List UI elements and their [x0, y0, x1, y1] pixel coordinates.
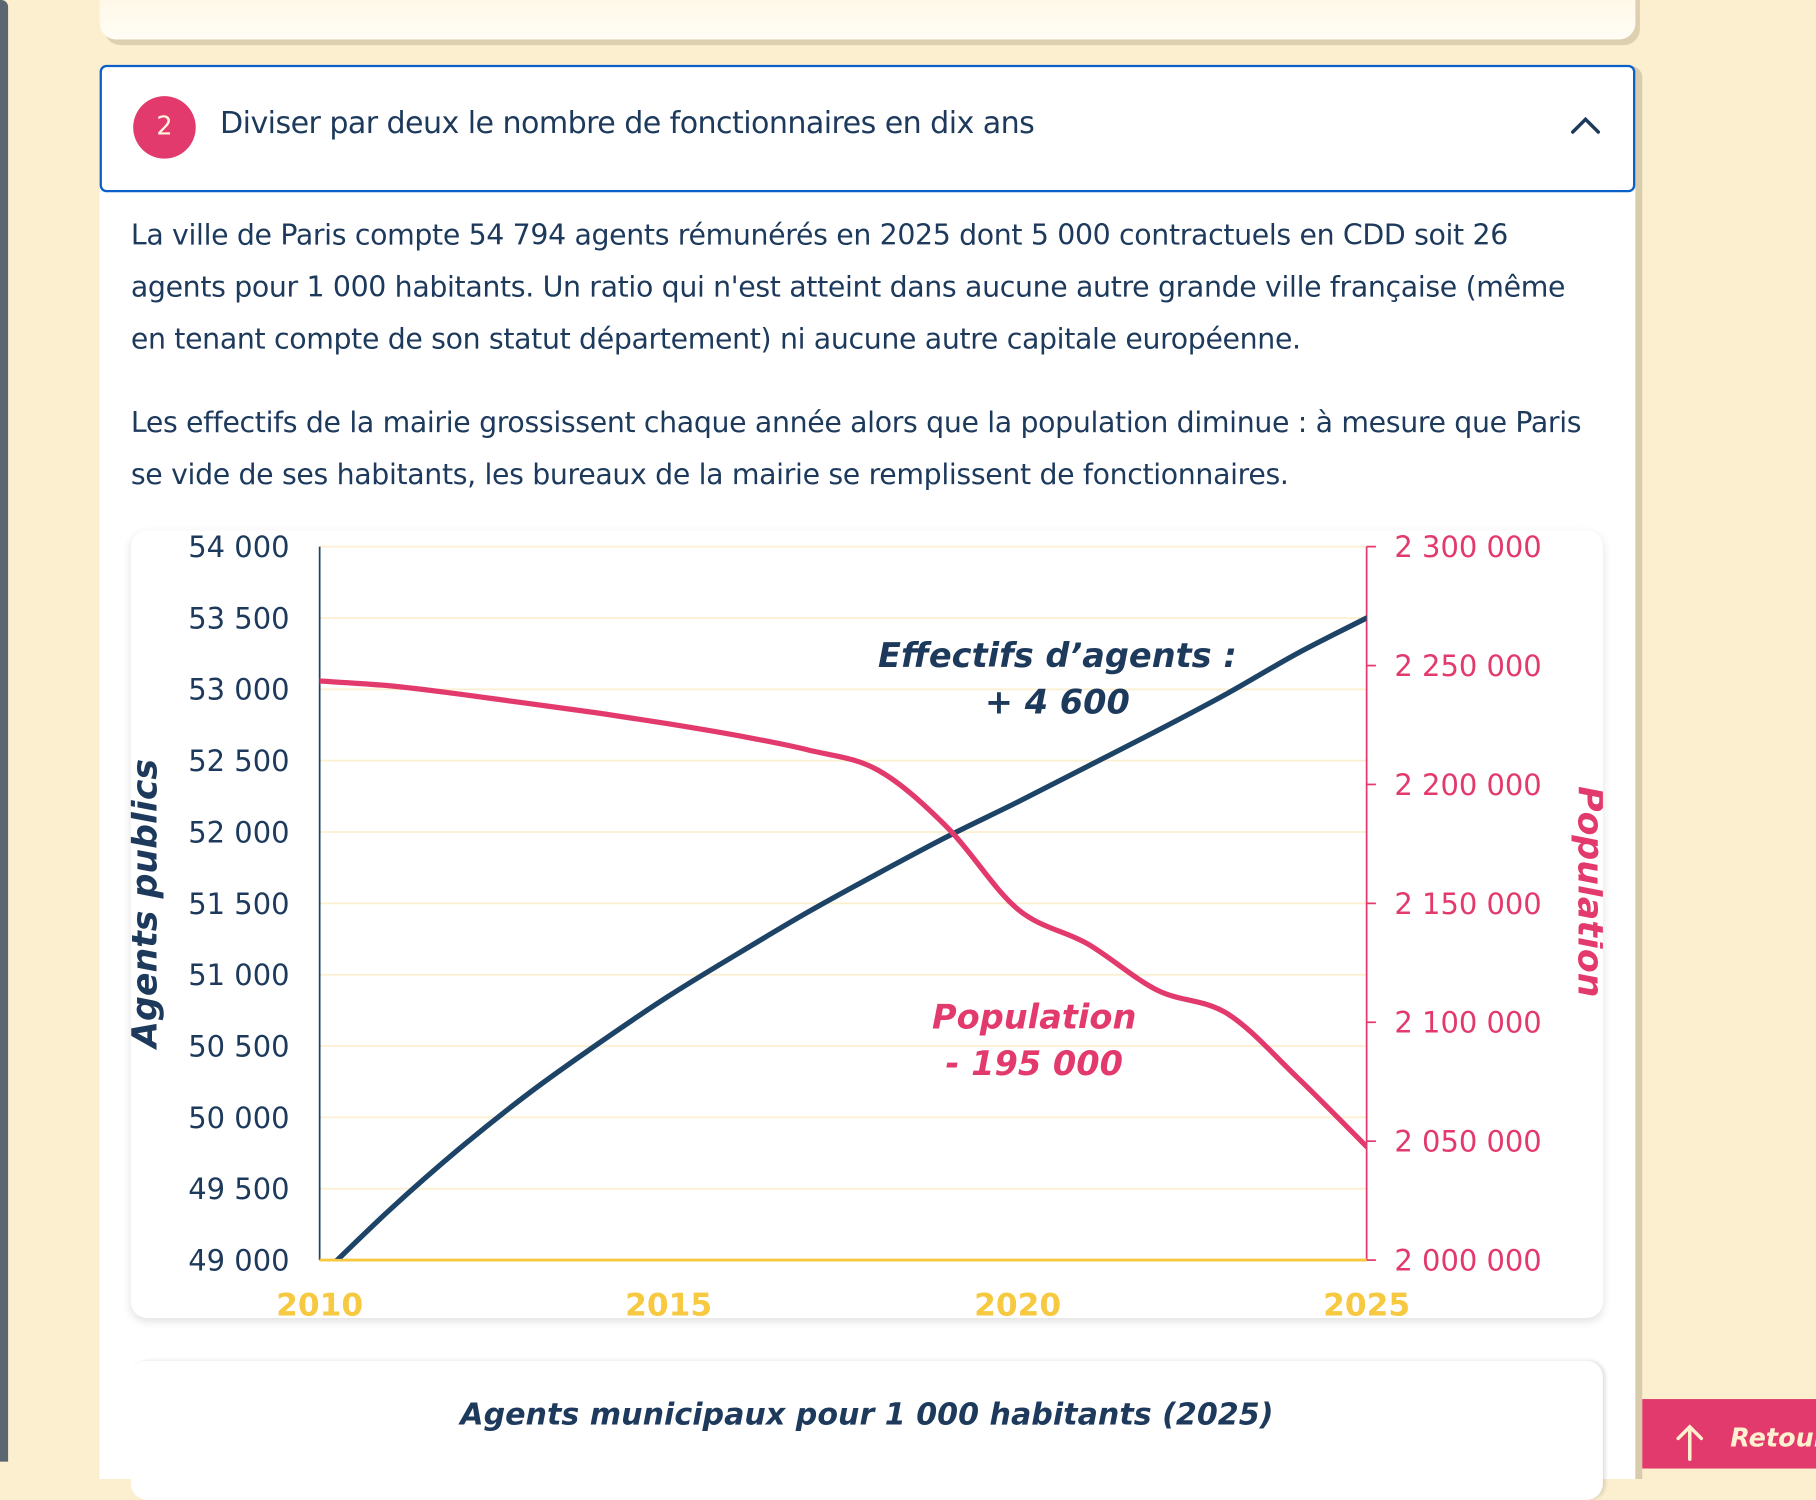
x-tick-label: 2020	[974, 1288, 1061, 1318]
annotation-agents: Effectifs d’agents :	[878, 636, 1237, 675]
x-tick-label: 2015	[625, 1288, 712, 1318]
y-tick-label: 50 500	[188, 1029, 289, 1063]
y2-tick-label: 2 300 000	[1394, 530, 1541, 564]
back-to-top-button[interactable]: Retour	[1642, 1399, 1816, 1469]
y2-tick-label: 2 050 000	[1394, 1125, 1541, 1159]
chart-card: 49 000 49 500 50 000 50 500 51 000 51 500 52 0…	[130, 530, 1603, 1318]
accordion-title: Diviser par deux le nombre de fonctionna…	[220, 106, 1035, 142]
y-tick-label: 54 000	[188, 530, 289, 564]
back-to-top-label: Retour	[1730, 1424, 1816, 1454]
y-tick-label: 50 000	[188, 1101, 289, 1135]
y-tick-label: 51 000	[188, 958, 289, 992]
x-tick-label: 2025	[1323, 1288, 1410, 1318]
chevron-up-icon[interactable]	[1570, 111, 1600, 141]
x-tick-label: 2010	[276, 1288, 363, 1318]
line-chart: 49 000 49 500 50 000 50 500 51 000 51 500 52 0…	[131, 530, 1603, 1318]
paragraph-1: La ville de Paris compte 54 794 agents r…	[130, 217, 1566, 356]
y2-tick-label: 2 250 000	[1394, 649, 1541, 683]
accordion-header[interactable]: 2 Diviser par deux le nombre de fonction…	[99, 64, 1636, 193]
accordion-number-badge: 2	[133, 96, 196, 159]
arrow-up-icon	[1676, 1424, 1704, 1462]
annotation-population-value: - 195 000	[945, 1044, 1122, 1083]
left-edge	[0, 0, 9, 1462]
y-axis-title: Agents publics	[131, 759, 165, 1051]
ratio-chart-card: Agents municipaux pour 1 000 habitants (…	[130, 1360, 1603, 1500]
y2-tick-label: 2 100 000	[1394, 1006, 1541, 1040]
y-tick-label: 52 500	[188, 744, 289, 778]
y-tick-label: 49 500	[188, 1172, 289, 1206]
annotation-agents-value: + 4 600	[985, 682, 1130, 721]
y-tick-label: 49 000	[188, 1244, 289, 1278]
y-tick-label: 52 000	[188, 815, 289, 849]
y2-tick-label: 2 150 000	[1394, 887, 1541, 921]
y-tick-label: 51 500	[188, 887, 289, 921]
paragraph-2: Les effectifs de la mairie grossissent c…	[130, 405, 1582, 492]
annotation-population: Population	[932, 997, 1136, 1036]
series-line-population	[319, 678, 1367, 1150]
ratio-chart-title: Agents municipaux pour 1 000 habitants (…	[460, 1397, 1274, 1433]
y2-axis-title: Population	[1570, 786, 1603, 997]
y2-tick-label: 2 200 000	[1394, 768, 1541, 802]
y2-tick-label: 2 000 000	[1394, 1244, 1541, 1278]
previous-accordion-card	[99, 0, 1636, 40]
y-tick-label: 53 000	[188, 673, 289, 707]
y-tick-label: 53 500	[188, 601, 289, 635]
series-line-agents	[334, 615, 1367, 1259]
